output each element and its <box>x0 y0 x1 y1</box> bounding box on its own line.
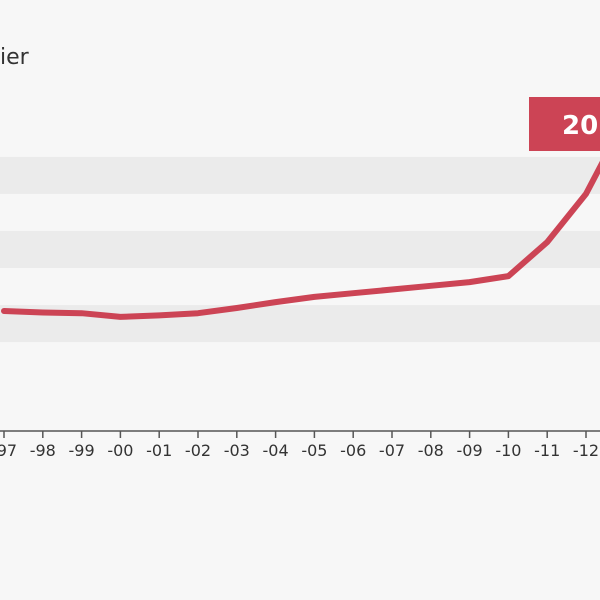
value-badge-text: 20 <box>562 111 598 141</box>
x-tick-label: -06 <box>340 441 366 460</box>
x-tick-label: -10 <box>495 441 521 460</box>
x-tick-label: -01 <box>146 441 172 460</box>
x-tick-label: -04 <box>263 441 289 460</box>
x-tick-label: -00 <box>107 441 133 460</box>
x-axis-tick-labels: -97-98-99-00-01-02-03-04-05-06-07-08-09-… <box>0 441 599 460</box>
x-tick-label: -08 <box>418 441 444 460</box>
background-band <box>0 305 600 343</box>
chart-title-fragment: ier <box>0 45 30 70</box>
x-tick-label: -11 <box>534 441 560 460</box>
x-tick-label: -03 <box>224 441 250 460</box>
x-tick-label: -97 <box>0 441 17 460</box>
background-band <box>0 230 600 268</box>
x-tick-label: -05 <box>301 441 327 460</box>
value-badge <box>529 97 600 151</box>
x-tick-label: -98 <box>30 441 56 460</box>
x-tick-label: -02 <box>185 441 211 460</box>
background-bands <box>0 156 600 343</box>
x-tick-label: -99 <box>69 441 95 460</box>
series-points <box>3 193 587 317</box>
x-axis-ticks <box>3 431 587 438</box>
x-tick-label: -09 <box>457 441 483 460</box>
series-line <box>1 160 600 320</box>
background-band <box>0 156 600 194</box>
x-tick-label: -07 <box>379 441 405 460</box>
x-tick-label: -12 <box>573 441 599 460</box>
